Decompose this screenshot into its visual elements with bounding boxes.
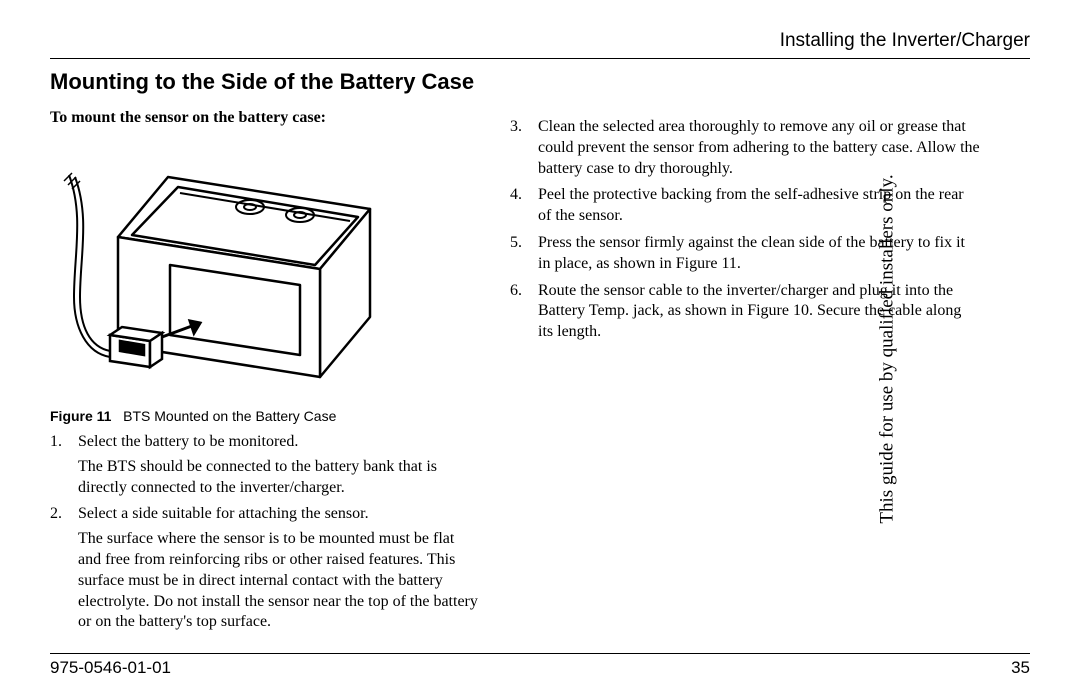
step-item: 5.Press the sensor firmly against the cl…: [510, 233, 980, 275]
header: Installing the Inverter/Charger: [50, 30, 1030, 59]
step-text: Peel the protective backing from the sel…: [538, 185, 980, 227]
step-text: Clean the selected area thoroughly to re…: [538, 117, 980, 179]
step-number: 5.: [510, 233, 538, 275]
step-number: 1.: [50, 432, 78, 498]
step-body: Select the battery to be monitored. The B…: [78, 432, 480, 498]
step-item: 4.Peel the protective backing from the s…: [510, 185, 980, 227]
header-rule: [50, 58, 1030, 59]
footer-row: 975-0546-01-01 35: [50, 658, 1030, 678]
step-subtext: The BTS should be connected to the batte…: [78, 457, 480, 499]
figure-caption: Figure 11 BTS Mounted on the Battery Cas…: [50, 408, 480, 424]
step-text: Select the battery to be monitored.: [78, 432, 480, 453]
side-note: This guide for use by qualified installe…: [876, 174, 898, 523]
step-item: 6.Route the sensor cable to the inverter…: [510, 281, 980, 343]
right-column: 3.Clean the selected area thoroughly to …: [510, 109, 980, 639]
step-body: Peel the protective backing from the sel…: [538, 185, 980, 227]
battery-illustration: [50, 137, 410, 397]
left-column: To mount the sensor on the battery case:: [50, 109, 480, 639]
step-text: Route the sensor cable to the inverter/c…: [538, 281, 980, 343]
figure-11: Figure 11 BTS Mounted on the Battery Cas…: [50, 137, 480, 424]
step-number: 3.: [510, 117, 538, 179]
step-number: 2.: [50, 504, 78, 633]
step-body: Route the sensor cable to the inverter/c…: [538, 281, 980, 343]
page-number: 35: [1011, 658, 1030, 678]
step-text: Press the sensor firmly against the clea…: [538, 233, 980, 275]
steps-right: 3.Clean the selected area thoroughly to …: [510, 117, 980, 343]
doc-number: 975-0546-01-01: [50, 658, 171, 678]
step-item: 2.Select a side suitable for attaching t…: [50, 504, 480, 633]
footer: 975-0546-01-01 35: [50, 653, 1030, 678]
intro-text: To mount the sensor on the battery case:: [50, 109, 480, 127]
page: Installing the Inverter/Charger Mounting…: [0, 0, 1080, 698]
footer-rule: [50, 653, 1030, 654]
step-subtext: The surface where the sensor is to be mo…: [78, 529, 480, 633]
figure-label: Figure 11: [50, 408, 111, 424]
step-body: Select a side suitable for attaching the…: [78, 504, 480, 633]
steps-left: 1.Select the battery to be monitored. The…: [50, 432, 480, 633]
step-number: 4.: [510, 185, 538, 227]
step-number: 6.: [510, 281, 538, 343]
figure-caption-text: BTS Mounted on the Battery Case: [123, 408, 336, 424]
step-body: Press the sensor firmly against the clea…: [538, 233, 980, 275]
step-item: 1.Select the battery to be monitored. The…: [50, 432, 480, 498]
running-title: Installing the Inverter/Charger: [50, 30, 1030, 52]
step-body: Clean the selected area thoroughly to re…: [538, 117, 980, 179]
step-item: 3.Clean the selected area thoroughly to …: [510, 117, 980, 179]
step-text: Select a side suitable for attaching the…: [78, 504, 480, 525]
section-title: Mounting to the Side of the Battery Case: [50, 69, 1030, 95]
